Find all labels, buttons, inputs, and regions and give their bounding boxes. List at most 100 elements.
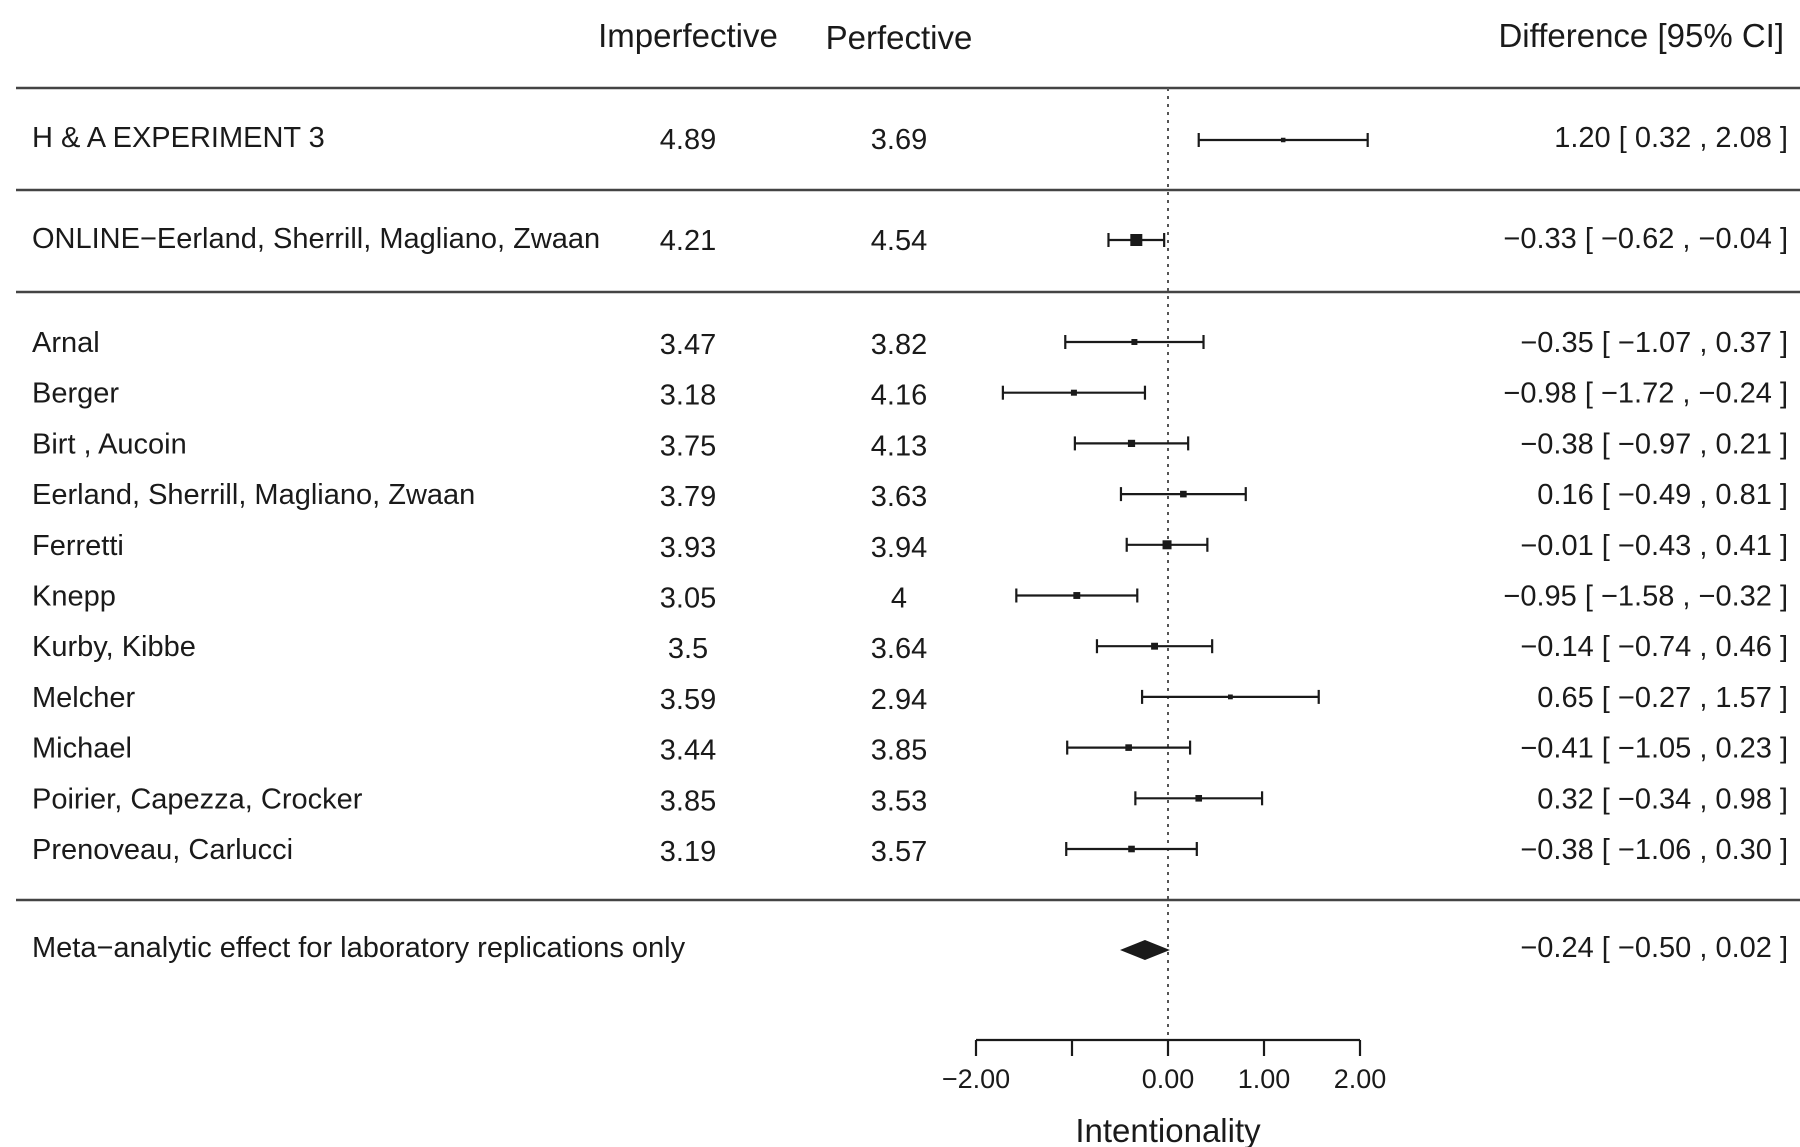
study-ci-text: 0.32 [ −0.34 , 0.98 ] [1537, 783, 1788, 815]
study-ci-text: −0.01 [ −0.43 , 0.41 ] [1520, 530, 1788, 562]
study-ci-text: −0.95 [ −1.58 , −0.32 ] [1503, 581, 1788, 613]
point-estimate [1280, 137, 1286, 143]
x-tick-label: 0.00 [1142, 1064, 1195, 1094]
study-label: Ferretti [32, 530, 124, 562]
replication-studies: Arnal 3.47 3.82 −0.35 [ −1.07 , 0.37 ] Berge… [32, 327, 1788, 868]
study-label: Michael [32, 733, 132, 765]
study-imperfective: 3.18 [660, 380, 716, 412]
x-tick-label: 1.00 [1238, 1064, 1291, 1094]
study-ci-mark [1015, 588, 1139, 603]
summary-label: Meta−analytic effect for laboratory repl… [32, 932, 686, 964]
study-label: Poirier, Capezza, Crocker [32, 783, 363, 815]
study-imperfective: 3.05 [660, 583, 716, 615]
x-axis: −2.00 0.00 1.00 2.00 [942, 1038, 1387, 1094]
point-estimate [1125, 744, 1132, 751]
study-perfective: 3.63 [871, 481, 927, 513]
forest-marks [1001, 133, 1369, 960]
study-row: Prenoveau, Carlucci 3.19 3.57 −0.38 [ −1.06… [32, 834, 1788, 868]
study-label: Birt , Aucoin [32, 428, 187, 460]
study-imperfective: 3.47 [660, 329, 716, 361]
study-ci-mark [1073, 436, 1190, 451]
original-study-ci-mark [1197, 133, 1369, 147]
study-ci-text: −0.38 [ −1.06 , 0.30 ] [1520, 834, 1788, 866]
study-imperfective: 3.59 [660, 684, 716, 716]
row-ci-text: −0.33 [ −0.62 , −0.04 ] [1503, 223, 1788, 255]
study-ci-mark [1119, 487, 1247, 502]
row-perfective: 3.69 [871, 124, 927, 156]
study-ci-mark [1125, 537, 1209, 552]
x-tick-label: −2.00 [942, 1064, 1010, 1094]
header-perfective: Perfective [826, 19, 973, 56]
study-ci-mark [1064, 335, 1205, 349]
study-perfective: 2.94 [871, 684, 927, 716]
online-study-ci-mark [1107, 233, 1166, 247]
study-ci-text: 0.16 [ −0.49 , 0.81 ] [1537, 479, 1788, 511]
study-ci-mark [1065, 842, 1198, 856]
point-estimate [1127, 439, 1136, 447]
x-tick-label: 2.00 [1334, 1064, 1387, 1094]
study-imperfective: 3.44 [660, 735, 716, 767]
study-row: Eerland, Sherrill, Magliano, Zwaan 3.79 3.… [32, 479, 1788, 513]
point-estimate [1180, 490, 1187, 498]
study-imperfective: 3.5 [668, 633, 708, 665]
row-label: ONLINE−Eerland, Sherrill, Magliano, Zwaa… [32, 223, 600, 255]
study-ci-text: −0.14 [ −0.74 , 0.46 ] [1520, 631, 1788, 663]
point-estimate [1128, 845, 1135, 853]
study-label: Melcher [32, 682, 135, 714]
study-label: Prenoveau, Carlucci [32, 834, 293, 866]
study-label: Berger [32, 378, 119, 410]
study-perfective: 3.57 [871, 836, 927, 868]
point-estimate [1073, 592, 1081, 599]
point-estimate [1131, 339, 1138, 345]
study-ci-text: −0.35 [ −1.07 , 0.37 ] [1520, 327, 1788, 359]
study-imperfective: 3.75 [660, 430, 716, 462]
study-perfective: 3.85 [871, 735, 927, 767]
online-study-row: ONLINE−Eerland, Sherrill, Magliano, Zwaa… [32, 223, 1788, 257]
study-perfective: 3.82 [871, 329, 927, 361]
study-ci-mark [1140, 689, 1320, 704]
study-row: Ferretti 3.93 3.94 −0.01 [ −0.43 , 0.41 ] [32, 530, 1788, 564]
study-row: Knepp 3.05 4 −0.95 [ −1.58 , −0.32 ] [32, 581, 1788, 615]
study-imperfective: 3.93 [660, 532, 716, 564]
header-imperfective: Imperfective [598, 17, 778, 54]
header-difference-ci: Difference [95% CI] [1498, 17, 1784, 54]
study-row: Michael 3.44 3.85 −0.41 [ −1.05 , 0.23 ] [32, 733, 1788, 767]
study-ci-text: 0.65 [ −0.27 , 1.57 ] [1537, 682, 1788, 714]
point-estimate [1228, 694, 1233, 700]
study-label: Kurby, Kibbe [32, 631, 196, 663]
study-row: Birt , Aucoin 3.75 4.13 −0.38 [ −0.97 , 0.2… [32, 428, 1788, 462]
point-estimate [1070, 389, 1077, 396]
point-estimate [1195, 795, 1203, 802]
row-label: H & A EXPERIMENT 3 [32, 122, 325, 154]
study-ci-text: −0.98 [ −1.72 , −0.24 ] [1503, 378, 1788, 410]
study-label: Eerland, Sherrill, Magliano, Zwaan [32, 479, 475, 511]
summary-diamond [1120, 940, 1170, 960]
x-axis-label: Intentionality [1075, 1112, 1261, 1147]
point-estimate [1130, 234, 1143, 246]
study-label: Knepp [32, 581, 116, 613]
study-perfective: 4 [891, 583, 907, 615]
study-ci-mark [1134, 791, 1264, 806]
study-row: Poirier, Capezza, Crocker 3.85 3.53 0.32 [ … [32, 783, 1788, 817]
study-perfective: 3.53 [871, 785, 927, 817]
row-imperfective: 4.21 [660, 225, 716, 257]
meta-analytic-summary-row: Meta−analytic effect for laboratory repl… [32, 932, 1788, 964]
row-ci-text: 1.20 [ 0.32 , 2.08 ] [1554, 122, 1788, 154]
study-perfective: 4.13 [871, 430, 927, 462]
study-ci-text: −0.41 [ −1.05 , 0.23 ] [1520, 733, 1788, 765]
study-row: Kurby, Kibbe 3.5 3.64 −0.14 [ −0.74 , 0.46 … [32, 631, 1788, 665]
point-estimate [1162, 540, 1172, 550]
study-perfective: 3.64 [871, 633, 927, 665]
row-imperfective: 4.89 [660, 124, 716, 156]
point-estimate [1151, 642, 1159, 650]
study-imperfective: 3.85 [660, 785, 716, 817]
study-perfective: 4.16 [871, 380, 927, 412]
study-row: Arnal 3.47 3.82 −0.35 [ −1.07 , 0.37 ] [32, 327, 1788, 361]
study-ci-mark [1001, 385, 1147, 400]
study-row: Berger 3.18 4.16 −0.98 [ −1.72 , −0.24 ] [32, 378, 1788, 412]
study-ci-mark [1066, 740, 1192, 755]
study-imperfective: 3.79 [660, 481, 716, 513]
summary-ci-text: −0.24 [ −0.50 , 0.02 ] [1520, 932, 1788, 964]
study-label: Arnal [32, 327, 100, 359]
